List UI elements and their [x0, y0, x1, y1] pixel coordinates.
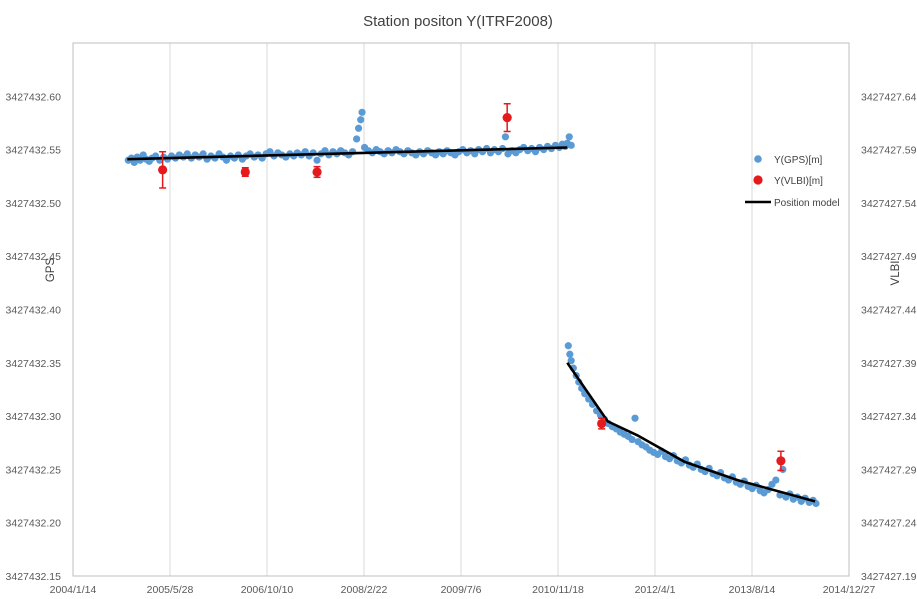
y-right-tick-label: 3427427.64	[861, 91, 917, 103]
legend-entry-model: Position model	[745, 198, 840, 209]
vlbi-point	[158, 150, 168, 189]
y-left-tick-label: 3427432.35	[6, 358, 62, 370]
vlbi-point	[240, 166, 250, 177]
legend: Y(GPS)[m] Y(VLBI)[m] Position model	[745, 155, 840, 209]
y-right-axis-title: VLBI	[890, 261, 902, 286]
y-right-tick-label: 3427427.44	[861, 305, 917, 317]
chart-title: Station positon Y(ITRF2008)	[363, 13, 553, 30]
series-layer	[124, 103, 820, 508]
x-tick-label: 2012/4/1	[635, 584, 676, 596]
y-left-tick-label: 3427432.45	[6, 251, 62, 263]
legend-gps-label: Y(GPS)[m]	[774, 155, 823, 166]
y-left-tick-label: 3427432.30	[6, 411, 62, 423]
y-left-tick-label: 3427432.15	[6, 571, 62, 583]
vlbi-marker	[776, 456, 786, 466]
vlbi-point	[502, 103, 512, 133]
gps-point	[772, 476, 780, 484]
y-right-tick-label: 3427427.29	[861, 464, 917, 476]
position-model-line	[127, 146, 568, 161]
x-tick-label: 2013/8/14	[729, 584, 776, 596]
vlbi-point	[312, 165, 322, 179]
y-left-axis-title: GPS	[45, 258, 57, 283]
x-tick-label: 2004/1/14	[50, 584, 97, 596]
x-tick-label: 2005/5/28	[147, 584, 194, 596]
y-right-tick-label: 3427427.24	[861, 518, 917, 530]
grid-layer	[72, 42, 850, 577]
y-left-tick-label: 3427432.25	[6, 464, 62, 476]
legend-entry-vlbi: Y(VLBI)[m]	[753, 175, 823, 187]
vlbi-marker	[240, 167, 250, 177]
y-right-tick-label: 3427427.34	[861, 411, 917, 423]
x-tick-label: 2014/12/27	[823, 584, 876, 596]
x-tick-label: 2006/10/10	[241, 584, 294, 596]
gps-point	[354, 124, 363, 132]
gps-point	[567, 141, 575, 149]
y-left-tick-label: 3427432.55	[6, 145, 62, 157]
axis-layer: 2004/1/14 2005/5/28 2006/10/10 2008/2/22 200…	[6, 91, 917, 596]
gps-point	[357, 116, 365, 124]
gps-point	[631, 414, 639, 422]
gps-point	[565, 133, 573, 141]
vlbi-point	[597, 417, 607, 430]
gps-point	[130, 158, 138, 166]
y-right-tick-label: 3427427.49	[861, 251, 917, 263]
y-right-tick-label: 3427427.54	[861, 198, 917, 210]
x-tick-label: 2009/7/6	[441, 584, 482, 596]
legend-entry-gps: Y(GPS)[m]	[754, 155, 823, 166]
position-model-line	[566, 362, 816, 503]
vlbi-marker	[597, 418, 607, 429]
gps-point	[353, 135, 361, 143]
legend-vlbi-label: Y(VLBI)[m]	[774, 176, 823, 187]
gps-point	[199, 150, 207, 158]
legend-gps-marker	[754, 155, 762, 163]
gps-point	[566, 350, 574, 358]
x-tick-label: 2010/11/18	[532, 584, 584, 596]
gps-point	[501, 133, 510, 141]
gps-point	[313, 156, 321, 164]
y-left-tick-label: 3427432.60	[6, 91, 62, 103]
y-left-tick-label: 3427432.50	[6, 198, 62, 210]
y-right-tick-label: 3427427.19	[861, 571, 917, 583]
gps-point	[358, 108, 366, 116]
vlbi-marker	[312, 167, 322, 177]
vlbi-point	[776, 450, 786, 472]
vlbi-marker	[502, 113, 512, 123]
vlbi-marker	[158, 165, 168, 175]
legend-model-label: Position model	[774, 198, 840, 209]
y-right-tick-label: 3427427.59	[861, 145, 917, 157]
x-tick-label: 2008/2/22	[341, 584, 388, 596]
y-left-tick-label: 3427432.40	[6, 305, 62, 317]
y-right-tick-label: 3427427.39	[861, 358, 917, 370]
legend-vlbi-marker	[753, 175, 763, 185]
y-left-tick-label: 3427432.20	[6, 518, 62, 530]
gps-point	[628, 435, 636, 444]
gps-point	[564, 342, 572, 350]
gps-point	[567, 357, 575, 365]
plot-frame	[72, 42, 850, 577]
